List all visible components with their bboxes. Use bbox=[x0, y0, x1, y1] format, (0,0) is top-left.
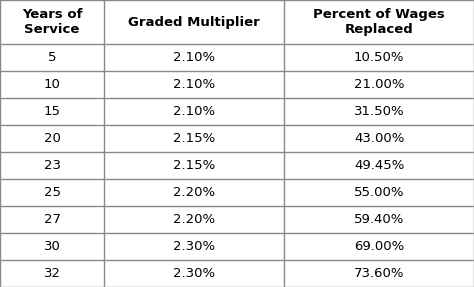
Text: 32: 32 bbox=[44, 267, 61, 280]
Text: 20: 20 bbox=[44, 132, 61, 145]
Text: 21.00%: 21.00% bbox=[354, 78, 404, 91]
Text: 2.15%: 2.15% bbox=[173, 159, 216, 172]
Text: Graded Multiplier: Graded Multiplier bbox=[128, 16, 260, 29]
Text: 2.20%: 2.20% bbox=[173, 186, 215, 199]
Text: 2.10%: 2.10% bbox=[173, 78, 215, 91]
Text: Percent of Wages
Replaced: Percent of Wages Replaced bbox=[313, 8, 445, 36]
Text: 27: 27 bbox=[44, 213, 61, 226]
Text: 43.00%: 43.00% bbox=[354, 132, 404, 145]
Text: Years of
Service: Years of Service bbox=[22, 8, 82, 36]
Text: 23: 23 bbox=[44, 159, 61, 172]
Text: 25: 25 bbox=[44, 186, 61, 199]
Text: 2.15%: 2.15% bbox=[173, 132, 216, 145]
Text: 2.30%: 2.30% bbox=[173, 267, 215, 280]
Text: 31.50%: 31.50% bbox=[354, 105, 404, 118]
Text: 55.00%: 55.00% bbox=[354, 186, 404, 199]
Text: 2.10%: 2.10% bbox=[173, 51, 215, 65]
Text: 69.00%: 69.00% bbox=[354, 240, 404, 253]
Text: 10.50%: 10.50% bbox=[354, 51, 404, 65]
Text: 2.10%: 2.10% bbox=[173, 105, 215, 118]
Text: 59.40%: 59.40% bbox=[354, 213, 404, 226]
Text: 49.45%: 49.45% bbox=[354, 159, 404, 172]
Text: 2.30%: 2.30% bbox=[173, 240, 215, 253]
Text: 10: 10 bbox=[44, 78, 61, 91]
Text: 30: 30 bbox=[44, 240, 61, 253]
Text: 2.20%: 2.20% bbox=[173, 213, 215, 226]
Text: 5: 5 bbox=[48, 51, 56, 65]
Text: 73.60%: 73.60% bbox=[354, 267, 404, 280]
Text: 15: 15 bbox=[44, 105, 61, 118]
